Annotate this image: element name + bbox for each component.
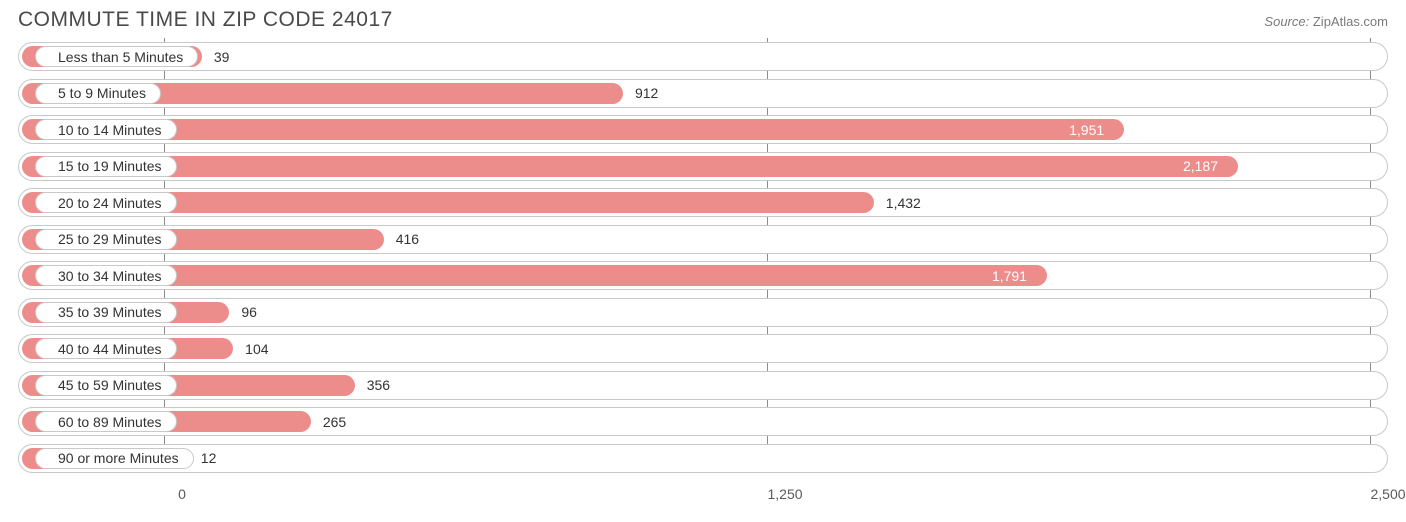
bar-row: 40 to 44 Minutes 104: [18, 334, 1388, 363]
bar-row: 25 to 29 Minutes 416: [18, 225, 1388, 254]
value-label: 1,432: [886, 189, 921, 216]
bar-row: 90 or more Minutes 12: [18, 444, 1388, 473]
value-label: 356: [367, 372, 390, 399]
value-label: 416: [396, 226, 419, 253]
category-label: 25 to 29 Minutes: [35, 229, 177, 250]
chart-header: COMMUTE TIME IN ZIP CODE 24017 Source: Z…: [0, 0, 1406, 38]
category-label: 40 to 44 Minutes: [35, 338, 177, 359]
category-label: Less than 5 Minutes: [35, 46, 198, 67]
source-value: ZipAtlas.com: [1313, 14, 1388, 29]
category-label: 35 to 39 Minutes: [35, 302, 177, 323]
bar-row: 10 to 14 Minutes 1,951: [18, 115, 1388, 144]
category-label: 10 to 14 Minutes: [35, 119, 177, 140]
category-label: 20 to 24 Minutes: [35, 192, 177, 213]
category-label: 90 or more Minutes: [35, 448, 194, 469]
category-label: 5 to 9 Minutes: [35, 83, 161, 104]
value-label: 912: [635, 80, 658, 107]
value-label: 96: [241, 299, 257, 326]
bar: [22, 119, 1124, 140]
bar-row: 15 to 19 Minutes 2,187: [18, 152, 1388, 181]
source-label: Source:: [1264, 14, 1309, 29]
bar-row: 35 to 39 Minutes 96: [18, 298, 1388, 327]
bar-row: 5 to 9 Minutes 912: [18, 79, 1388, 108]
category-label: 30 to 34 Minutes: [35, 265, 177, 286]
bar-rows: Less than 5 Minutes 39 5 to 9 Minutes 912 10…: [18, 42, 1388, 473]
category-label: 60 to 89 Minutes: [35, 411, 177, 432]
value-label: 1,951: [1069, 116, 1104, 143]
chart-source: Source: ZipAtlas.com: [1264, 14, 1388, 29]
x-axis: 01,2502,500: [18, 480, 1388, 508]
bar-row: 30 to 34 Minutes 1,791: [18, 261, 1388, 290]
value-label: 12: [201, 445, 217, 472]
value-label: 2,187: [1183, 153, 1218, 180]
bar-row: Less than 5 Minutes 39: [18, 42, 1388, 71]
axis-tick: 2,500: [1370, 486, 1405, 502]
axis-tick: 0: [178, 486, 186, 502]
bar: [22, 156, 1238, 177]
axis-tick: 1,250: [767, 486, 802, 502]
bar-row: 45 to 59 Minutes 356: [18, 371, 1388, 400]
chart-plot-area: Less than 5 Minutes 39 5 to 9 Minutes 912 10…: [0, 38, 1406, 473]
value-label: 1,791: [992, 262, 1027, 289]
value-label: 265: [323, 408, 346, 435]
value-label: 39: [214, 43, 230, 70]
chart-title: COMMUTE TIME IN ZIP CODE 24017: [18, 8, 393, 32]
bar-row: 20 to 24 Minutes 1,432: [18, 188, 1388, 217]
category-label: 45 to 59 Minutes: [35, 375, 177, 396]
value-label: 104: [245, 335, 268, 362]
category-label: 15 to 19 Minutes: [35, 156, 177, 177]
bar-row: 60 to 89 Minutes 265: [18, 407, 1388, 436]
